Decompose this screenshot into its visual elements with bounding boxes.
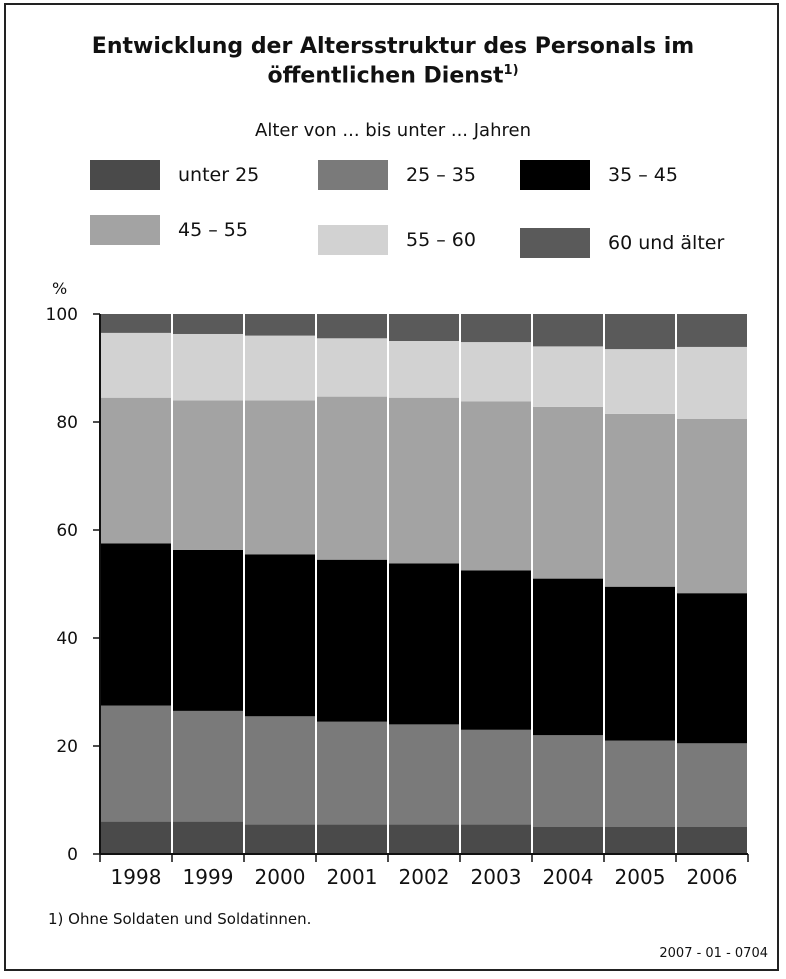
legend-item-45-55: 45 – 55: [90, 215, 248, 245]
bar-segment-2001-60-und-aelter: [317, 314, 387, 339]
y-tick-label-60: 60: [56, 521, 78, 541]
bar-segment-2004-45-55: [533, 406, 603, 579]
bar-segment-2003-55-60: [461, 342, 531, 402]
bar-segment-2000-60-und-aelter: [245, 314, 315, 336]
bar-segment-1998-25-35: [101, 705, 171, 822]
legend-label-25-35: 25 – 35: [406, 164, 476, 186]
bar-segment-2005-25-35: [605, 740, 675, 827]
legend-title: Alter von ... bis unter ... Jahren: [255, 120, 531, 141]
chart-frame: [4, 3, 779, 971]
bar-segment-2001-45-55: [317, 396, 387, 560]
bar-segment-2001-55-60: [317, 338, 387, 397]
x-tick-label-2006: 2006: [687, 865, 738, 889]
y-tick-label-20: 20: [56, 737, 78, 757]
x-tick-label-2004: 2004: [543, 865, 594, 889]
x-tick-label-2003: 2003: [471, 865, 522, 889]
chart-title-line2: öffentlichen Dienst1): [0, 63, 786, 88]
bar-segment-2001-35-45: [317, 559, 387, 722]
legend-label-45-55: 45 – 55: [178, 219, 248, 241]
bar-segment-2000-55-60: [245, 335, 315, 401]
bar-segment-2004-unter-25: [533, 827, 603, 854]
legend-item-35-45: 35 – 45: [520, 160, 678, 190]
legend-label-60-und-aelter: 60 und älter: [608, 232, 725, 254]
bar-segment-2006-45-55: [677, 418, 747, 594]
legend-item-unter-25: unter 25: [90, 160, 259, 190]
bar-segment-2004-60-und-aelter: [533, 314, 603, 347]
bar-segment-2005-unter-25: [605, 827, 675, 854]
y-tick-label-40: 40: [56, 629, 78, 649]
bar-segment-1998-35-45: [101, 543, 171, 706]
legend-item-25-35: 25 – 35: [318, 160, 476, 190]
bar-segment-2006-unter-25: [677, 827, 747, 854]
bar-segment-2003-25-35: [461, 729, 531, 825]
x-tick-label-2001: 2001: [327, 865, 378, 889]
legend-label-unter-25: unter 25: [178, 164, 260, 186]
bar-segment-2000-45-55: [245, 400, 315, 555]
legend-item-55-60: 55 – 60: [318, 225, 476, 255]
bar-segment-2005-35-45: [605, 586, 675, 741]
bar-segment-2005-55-60: [605, 349, 675, 414]
bar-segment-2003-35-45: [461, 570, 531, 730]
bar-segment-1999-unter-25: [173, 821, 243, 854]
y-tick-label-0: 0: [67, 845, 78, 865]
bar-segment-1998-60-und-aelter: [101, 314, 171, 333]
bar-segment-1999-45-55: [173, 400, 243, 550]
bar-segment-2000-35-45: [245, 554, 315, 717]
bar-segment-1999-35-45: [173, 549, 243, 711]
legend-swatch-60-und-aelter: [520, 228, 590, 258]
bar-segment-2006-55-60: [677, 346, 747, 419]
legend-swatch-45-55: [90, 215, 160, 245]
bar-segment-2004-55-60: [533, 346, 603, 407]
y-axis-unit-label: %: [52, 279, 67, 298]
legend-swatch-unter-25: [90, 160, 160, 190]
bar-segment-2000-unter-25: [245, 824, 315, 854]
x-tick-label-2002: 2002: [399, 865, 450, 889]
bar-segment-2004-35-45: [533, 578, 603, 736]
x-tick-label-1999: 1999: [183, 865, 234, 889]
x-tick-label-1998: 1998: [111, 865, 162, 889]
legend-swatch-35-45: [520, 160, 590, 190]
x-tick-label-2005: 2005: [615, 865, 666, 889]
bar-segment-2005-60-und-aelter: [605, 314, 675, 350]
bar-segment-2002-35-45: [389, 563, 459, 725]
legend-swatch-25-35: [318, 160, 388, 190]
legend-item-60-und-aelter: 60 und älter: [520, 228, 724, 258]
bar-segment-1998-unter-25: [101, 821, 171, 854]
bar-segment-2006-25-35: [677, 743, 747, 827]
bar-segment-2005-45-55: [605, 413, 675, 587]
chart-title-line1: Entwicklung der Altersstruktur des Perso…: [91, 34, 695, 59]
bar-segment-2006-60-und-aelter: [677, 314, 747, 347]
document-code: 2007 - 01 - 0704: [659, 946, 768, 961]
bar-segment-2003-unter-25: [461, 824, 531, 854]
bar-segment-1998-45-55: [101, 397, 171, 544]
bar-segment-1999-60-und-aelter: [173, 314, 243, 334]
legend-label-35-45: 35 – 45: [608, 164, 678, 186]
footnote: 1) Ohne Soldaten und Soldatinnen.: [48, 910, 312, 928]
bar-segment-2006-35-45: [677, 593, 747, 744]
y-tick-label-100: 100: [46, 305, 78, 325]
x-tick-label-2000: 2000: [255, 865, 306, 889]
bar-segment-2003-60-und-aelter: [461, 314, 531, 343]
legend-label-55-60: 55 – 60: [406, 229, 476, 251]
bar-segment-2000-25-35: [245, 716, 315, 825]
bar-segment-2001-25-35: [317, 721, 387, 825]
chart-title-line2-text: öffentlichen Dienst: [267, 63, 504, 89]
bar-segment-1999-55-60: [173, 333, 243, 401]
bar-segment-2002-unter-25: [389, 824, 459, 854]
bar-segment-1998-55-60: [101, 332, 171, 398]
bar-segment-2002-55-60: [389, 341, 459, 398]
bar-segment-1999-25-35: [173, 710, 243, 822]
legend-swatch-55-60: [318, 225, 388, 255]
bar-segment-2001-unter-25: [317, 824, 387, 854]
bar-segment-2002-45-55: [389, 397, 459, 564]
bar-segment-2003-45-55: [461, 401, 531, 571]
y-tick-label-80: 80: [56, 413, 78, 433]
bar-segment-2002-60-und-aelter: [389, 314, 459, 341]
bar-segment-2002-25-35: [389, 724, 459, 825]
bar-segment-2004-25-35: [533, 735, 603, 827]
title-footnote-marker: 1): [503, 63, 519, 78]
